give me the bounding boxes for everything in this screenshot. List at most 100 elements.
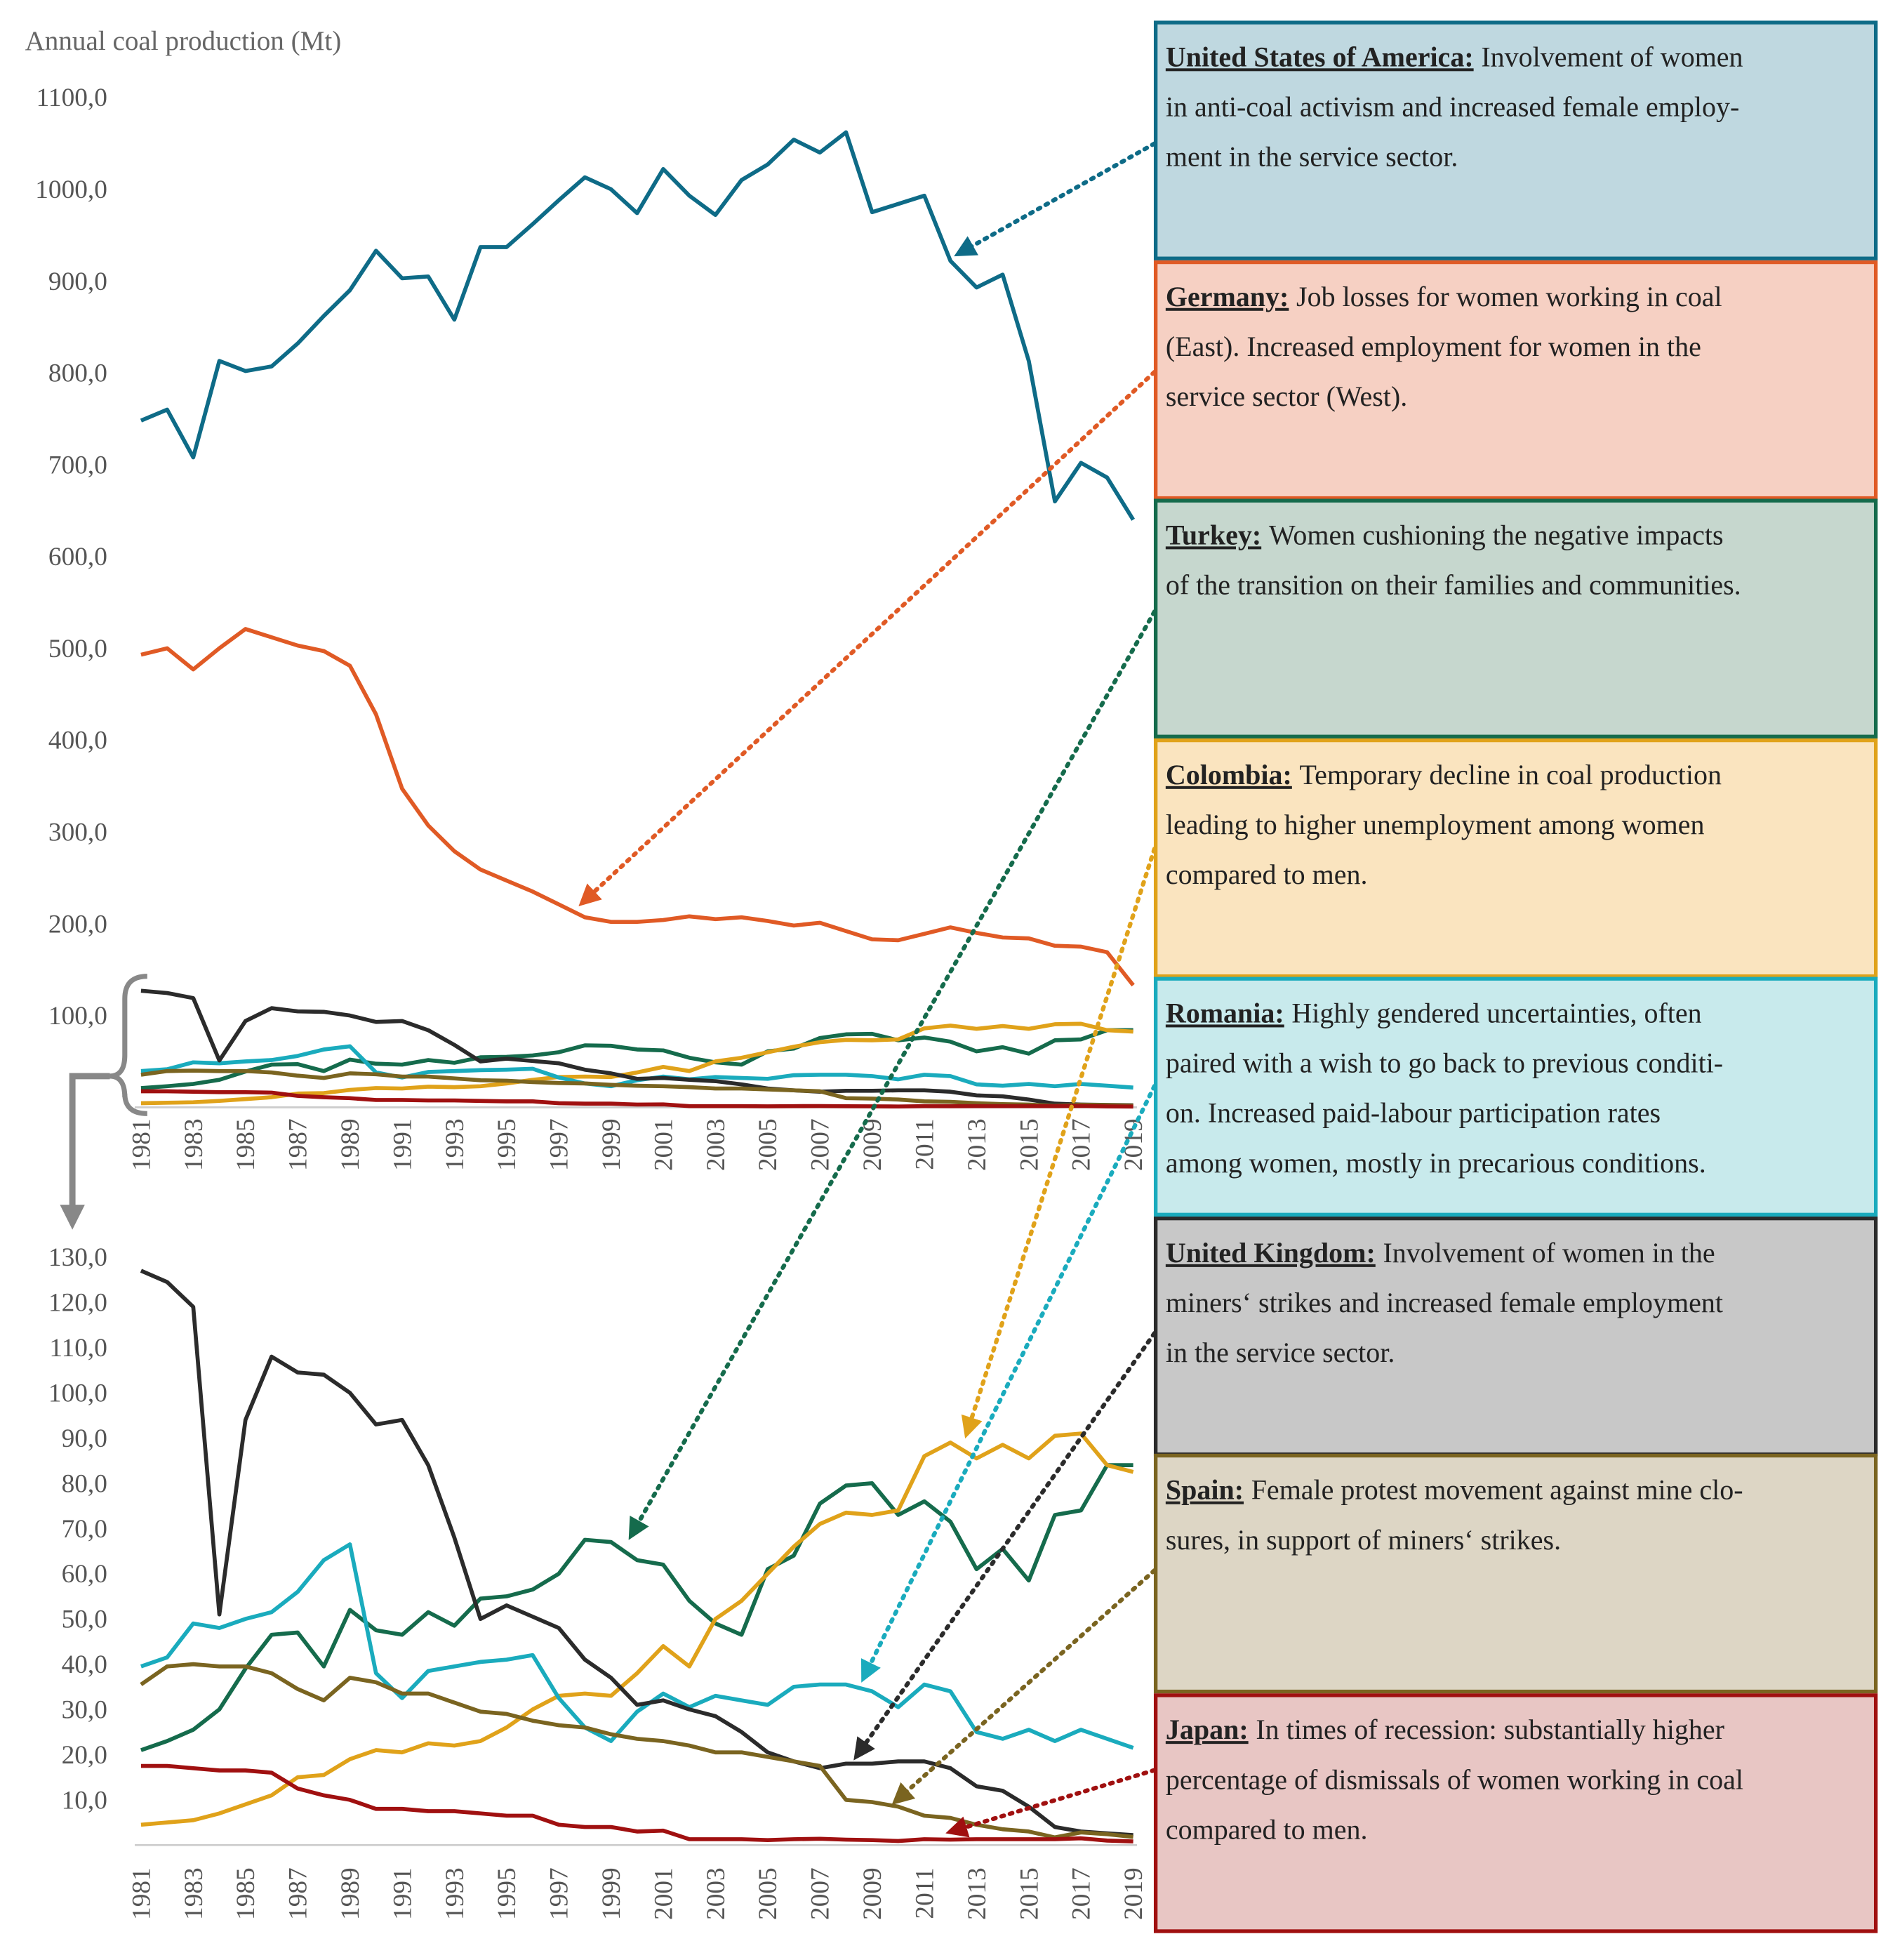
annotation: Japan: In times of recession: substantial…	[1153, 1693, 1878, 1933]
x-tick-label: 2019	[1119, 1867, 1148, 1920]
annotation-text: Highly gendered uncertainties, often	[1291, 997, 1701, 1028]
x-tick-label: 2009	[858, 1118, 887, 1171]
annotation-line: in the service sector.	[1166, 1337, 1395, 1368]
annotation-text: Involvement of women	[1481, 41, 1743, 72]
y-axis-label: Annual coal production (Mt)	[25, 26, 342, 56]
annotation-country: United States of America:	[1166, 41, 1474, 72]
annotation-country: Japan:	[1166, 1714, 1249, 1745]
y-tick-label: 80,0	[62, 1469, 107, 1498]
x-tick-label: 1995	[493, 1118, 521, 1171]
y-tick-label: 900,0	[48, 267, 107, 296]
annotation-box	[1153, 498, 1878, 739]
series-line	[140, 1269, 1133, 1837]
annotation-line: Japan: In times of recession: substantial…	[1166, 1714, 1724, 1745]
x-tick-label: 1989	[336, 1118, 365, 1171]
x-tick-label: 1981	[127, 1867, 156, 1920]
y-tick-label: 40,0	[62, 1650, 107, 1679]
y-tick-label: 600,0	[48, 543, 107, 571]
x-tick-label: 2007	[806, 1118, 835, 1171]
x-tick-label: 2005	[754, 1118, 783, 1171]
arrow	[853, 1331, 1157, 1761]
x-tick-label: 2017	[1068, 1867, 1096, 1920]
annotation-line: United Kingdom: Involvement of women in t…	[1166, 1237, 1715, 1269]
x-tick-label: 2011	[910, 1118, 939, 1170]
annotation-line: Romania: Highly gendered uncertainties, o…	[1166, 997, 1702, 1028]
series-line	[140, 130, 1136, 521]
arrow	[891, 1568, 1157, 1806]
y-tick-label: 1100,0	[36, 84, 107, 112]
annotation-country: Spain:	[1166, 1474, 1244, 1506]
x-tick-label: 2015	[1015, 1118, 1044, 1171]
annotation-line: Colombia: Temporary decline in coal produ…	[1166, 759, 1722, 790]
y-tick-label: 120,0	[48, 1289, 107, 1318]
x-tick-label: 2005	[754, 1867, 783, 1920]
annotation-line: sures, in support of miners‘ strikes.	[1166, 1524, 1561, 1556]
x-tick-label: 1999	[597, 1867, 626, 1920]
y-tick-label: 700,0	[48, 451, 107, 479]
x-tick-label: 1997	[545, 1867, 574, 1920]
y-tick-label: 50,0	[62, 1605, 107, 1634]
annotation-country: Germany:	[1166, 281, 1289, 312]
annotation-line: Turkey: Women cushioning the negative imp…	[1166, 519, 1724, 550]
annotation: Turkey: Women cushioning the negative imp…	[1153, 498, 1878, 739]
x-tick-label: 2001	[649, 1867, 678, 1920]
annotations: United States of America: Involvement of …	[1153, 20, 1878, 1933]
annotation-text: Involvement of women in the	[1383, 1237, 1715, 1269]
x-tick-label: 1989	[336, 1867, 365, 1920]
arrow	[628, 609, 1157, 1540]
annotation-line: miners‘ strikes and increased female emp…	[1166, 1287, 1723, 1318]
annotation-text: Job losses for women working in coal	[1296, 281, 1722, 312]
annotation-text: Female protest movement against mine clo…	[1251, 1474, 1743, 1506]
y-tick-label: 400,0	[48, 727, 107, 755]
x-tick-label: 2007	[806, 1867, 835, 1920]
x-tick-label: 2015	[1015, 1867, 1044, 1920]
annotation-line: paired with a wish to go back to previou…	[1166, 1047, 1723, 1079]
y-tick-label: 800,0	[48, 359, 107, 388]
pointer-arrows	[578, 141, 1157, 1838]
x-tick-label: 2011	[910, 1867, 939, 1919]
x-tick-label: 2013	[963, 1118, 992, 1171]
x-tick-label: 2001	[649, 1118, 678, 1171]
y-tick-label: 300,0	[48, 818, 107, 847]
series-line	[140, 1463, 1133, 1752]
x-tick-label: 1983	[180, 1867, 208, 1920]
y-tick-label: 130,0	[48, 1243, 107, 1272]
y-tick-label: 200,0	[48, 910, 107, 939]
y-tick-label: 70,0	[62, 1515, 107, 1544]
arrow	[945, 1768, 1157, 1838]
x-tick-label: 1997	[545, 1118, 574, 1171]
annotation: Colombia: Temporary decline in coal produ…	[1153, 738, 1878, 979]
series-line	[140, 1044, 1133, 1090]
annotation-line: Germany: Job losses for women working in …	[1166, 281, 1722, 312]
annotation-line: ment in the service sector.	[1166, 141, 1458, 173]
annotation-box	[1153, 20, 1878, 260]
x-tick-label: 1993	[441, 1118, 470, 1171]
annotation-line: leading to higher unemployment among wom…	[1166, 809, 1705, 840]
y-tick-label: 10,0	[62, 1786, 107, 1815]
y-tick-label: 1000,0	[35, 176, 107, 204]
annotation-box	[1153, 1693, 1878, 1933]
y-tick-label: 100,0	[48, 1002, 107, 1031]
series-line	[140, 988, 1133, 1108]
arrow	[860, 1084, 1157, 1683]
arrow	[961, 847, 1157, 1439]
x-tick-label: 1987	[284, 1867, 313, 1920]
y-tick-label: 100,0	[48, 1379, 107, 1408]
y-tick-label: 30,0	[62, 1695, 107, 1724]
zoom-arrow	[60, 1073, 110, 1230]
annotation-country: Turkey:	[1166, 519, 1261, 550]
x-tick-label: 2017	[1068, 1118, 1096, 1171]
x-tick-label: 1983	[180, 1118, 208, 1171]
annotation-line: (East). Increased employment for women i…	[1166, 331, 1701, 362]
x-tick-label: 1981	[127, 1118, 156, 1171]
annotation-line: on. Increased paid-labour participation …	[1166, 1097, 1661, 1129]
annotation-box	[1153, 1216, 1878, 1457]
series-line	[140, 1068, 1133, 1108]
annotation-line: United States of America: Involvement of …	[1166, 41, 1743, 72]
x-tick-label: 1987	[284, 1118, 313, 1171]
arrow	[578, 369, 1157, 906]
x-tick-label: 1985	[232, 1118, 260, 1171]
series-line	[140, 1089, 1133, 1109]
line-chart: 100,0 200,0 300,0 400,0 500,0 600,0 700,0 800,0…	[35, 84, 1148, 1171]
